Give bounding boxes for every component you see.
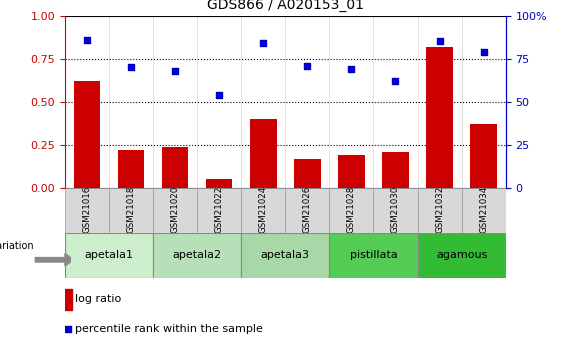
Bar (418, 233, 506, 278)
Title: GDS866 / A020153_01: GDS866 / A020153_01 (207, 0, 364, 12)
Bar (383, 152, 408, 188)
Point (171, 68, 180, 73)
Point (259, 40, 268, 46)
Point (479, 49, 488, 55)
Bar (65, 289, 72, 310)
Bar (65, 188, 109, 233)
Text: pistillata: pistillata (350, 250, 397, 260)
Text: GSM21018: GSM21018 (127, 186, 136, 233)
Text: GSM21028: GSM21028 (347, 186, 356, 233)
Bar (338, 155, 364, 188)
Bar (197, 188, 241, 233)
Bar (373, 188, 418, 233)
Point (215, 92, 224, 98)
Bar (462, 188, 506, 233)
Bar (294, 159, 320, 188)
Text: agamous: agamous (436, 250, 487, 260)
Bar (285, 188, 329, 233)
Text: GSM21024: GSM21024 (259, 186, 268, 233)
Bar (250, 119, 276, 188)
Point (347, 66, 356, 72)
Point (127, 65, 136, 70)
Bar (241, 233, 329, 278)
Bar (206, 179, 232, 188)
Bar (329, 188, 373, 233)
Bar (241, 188, 285, 233)
Text: GSM21026: GSM21026 (303, 186, 312, 233)
Bar (118, 150, 144, 188)
Point (64, 327, 73, 332)
Point (391, 78, 400, 84)
Bar (109, 188, 153, 233)
Bar (153, 188, 197, 233)
Text: GSM21020: GSM21020 (171, 186, 180, 233)
Bar (65, 233, 153, 278)
Text: apetala3: apetala3 (261, 250, 310, 260)
Text: GSM21032: GSM21032 (435, 186, 444, 233)
FancyArrow shape (35, 254, 73, 266)
Text: apetala2: apetala2 (173, 250, 221, 260)
Bar (471, 124, 497, 188)
Bar (418, 188, 462, 233)
Bar (162, 147, 188, 188)
Text: apetala1: apetala1 (85, 250, 133, 260)
Bar (329, 233, 418, 278)
Bar (427, 47, 453, 188)
Text: GSM21034: GSM21034 (479, 186, 488, 233)
Point (82, 37, 92, 42)
Text: log ratio: log ratio (75, 294, 121, 304)
Point (303, 63, 312, 68)
Text: genotype/variation: genotype/variation (0, 241, 34, 251)
Text: GSM21016: GSM21016 (82, 186, 92, 233)
Point (435, 39, 444, 44)
Text: percentile rank within the sample: percentile rank within the sample (75, 325, 263, 334)
Bar (153, 233, 241, 278)
Text: GSM21030: GSM21030 (391, 186, 400, 233)
Text: GSM21022: GSM21022 (215, 186, 224, 233)
Bar (74, 81, 100, 188)
